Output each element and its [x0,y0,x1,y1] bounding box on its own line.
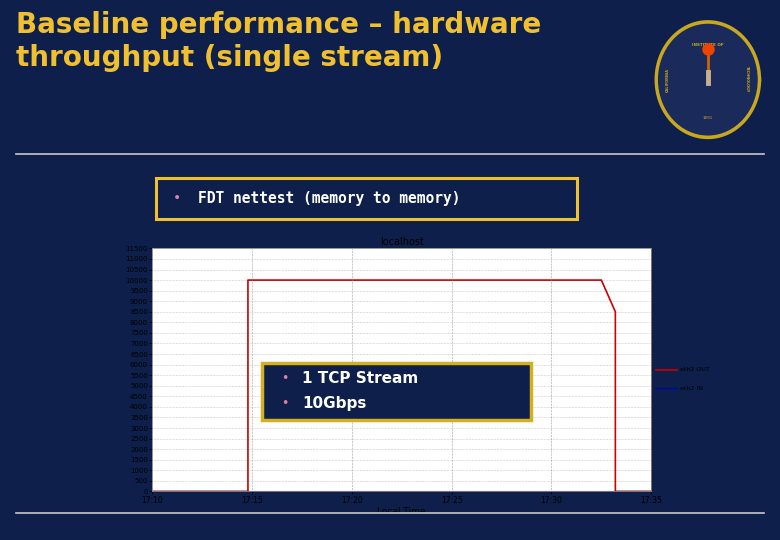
Text: 1 TCP Stream: 1 TCP Stream [303,371,419,386]
FancyBboxPatch shape [262,362,531,420]
Text: FDT nettest (memory to memory): FDT nettest (memory to memory) [198,191,461,206]
Text: 10Gbps: 10Gbps [303,396,367,411]
Text: eth2 OUT: eth2 OUT [680,367,710,372]
Text: eth2 IN: eth2 IN [680,386,703,391]
Text: TECHNOLOGY: TECHNOLOGY [746,66,750,93]
Text: •: • [281,397,288,410]
Text: •: • [173,192,181,205]
Text: •: • [281,372,288,385]
Title: localhost: localhost [380,237,424,247]
FancyBboxPatch shape [156,178,577,219]
Text: Baseline performance – hardware
throughput (single stream): Baseline performance – hardware throughp… [16,11,541,72]
Text: 1891: 1891 [703,116,713,120]
Circle shape [658,24,757,135]
Text: INSTITUTE OF: INSTITUTE OF [692,43,724,47]
Text: CALIFORNIA: CALIFORNIA [666,68,670,92]
X-axis label: Local Time: Local Time [378,508,426,516]
